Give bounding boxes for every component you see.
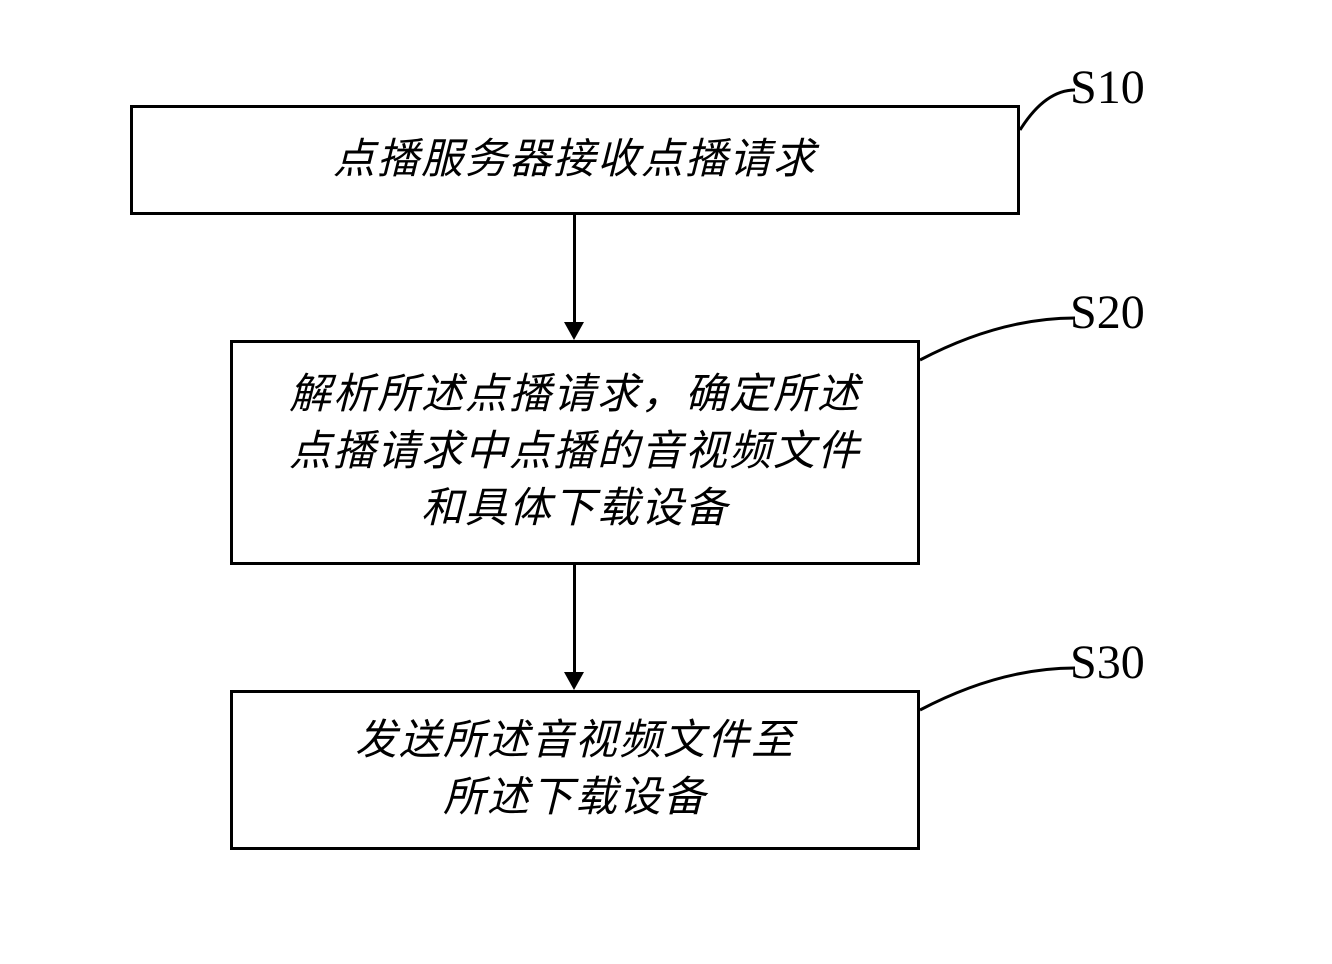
- step-label-s10: S10: [1070, 60, 1145, 115]
- step-box-s10: 点播服务器接收点播请求: [130, 105, 1020, 215]
- step-text-s20-line3: 和具体下载设备: [421, 481, 729, 538]
- step-text-s10: 点播服务器接收点播请求: [333, 132, 817, 189]
- step-label-s30: S30: [1070, 635, 1145, 690]
- arrow-line-2: [573, 565, 576, 672]
- arrow-head-1: [564, 322, 584, 340]
- step-box-s30: 发送所述音视频文件至 所述下载设备: [230, 690, 920, 850]
- step-label-s20: S20: [1070, 285, 1145, 340]
- step-text-s30-line1: 发送所述音视频文件至: [355, 713, 795, 770]
- arrow-head-2: [564, 672, 584, 690]
- step-box-s20: 解析所述点播请求，确定所述 点播请求中点播的音视频文件 和具体下载设备: [230, 340, 920, 565]
- arrow-line-1: [573, 215, 576, 322]
- step-text-s20-line1: 解析所述点播请求，确定所述: [289, 367, 861, 424]
- step-text-s20-line2: 点播请求中点播的音视频文件: [289, 424, 861, 481]
- step-text-s30-line2: 所述下载设备: [443, 770, 707, 827]
